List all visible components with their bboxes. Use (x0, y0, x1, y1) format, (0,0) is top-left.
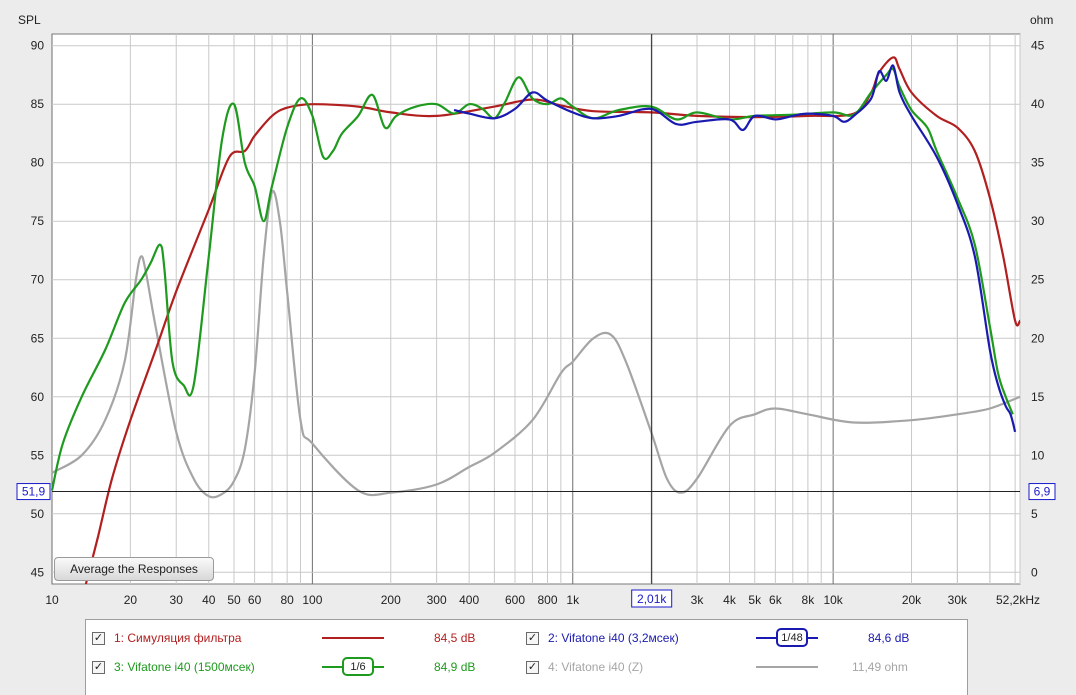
y-tick-label: 75 (31, 214, 45, 228)
series-3-checkbox[interactable]: ✓ (92, 660, 105, 674)
cursor-x-label-box (631, 589, 673, 608)
y-tick-label: 60 (31, 390, 45, 404)
x-tick-label: 30k (948, 593, 968, 607)
x-tick-label: 200 (381, 593, 401, 607)
series-1-checkbox[interactable]: ✓ (92, 631, 105, 645)
y2-tick-label: 15 (1031, 390, 1045, 404)
x-tick-label: 52,2kHz (996, 593, 1040, 607)
series-1-value: 84,5 dB (434, 631, 476, 645)
plot-background (51, 33, 1021, 585)
x-tick-label: 6k (769, 593, 783, 607)
y2-tick-label: 10 (1031, 448, 1045, 462)
y-tick-label: 85 (31, 97, 45, 111)
grid (51, 34, 1021, 584)
x-tick-label: 10 (45, 593, 59, 607)
cursor-y2-label: 6,9 (1034, 485, 1051, 499)
x-tick-label: 30 (170, 593, 184, 607)
series-line-4 (51, 189, 1021, 499)
series-4-checkbox[interactable]: ✓ (526, 660, 539, 674)
legend-item-s4: ✓ 4: Vifatone i40 (Z) (526, 657, 643, 677)
axes: 4550556065707580859005101520253035404510… (18, 13, 1053, 607)
series-3-smoothing[interactable]: 1/6 (342, 657, 374, 676)
x-tick-label: 3k (691, 593, 705, 607)
frequency-response-chart[interactable]: 4550556065707580859005101520253035404510… (0, 0, 1076, 615)
x-tick-label: 80 (280, 593, 294, 607)
y-tick-label: 55 (31, 448, 45, 462)
y2-tick-label: 40 (1031, 97, 1045, 111)
y-tick-label: 70 (31, 273, 45, 287)
legend-item-s3: ✓ 3: Vifatone i40 (1500мсек) (92, 657, 255, 677)
y-tick-label: 45 (31, 565, 45, 579)
y2-tick-label: 5 (1031, 507, 1038, 521)
series-3-name[interactable]: 3: Vifatone i40 (1500мсек) (114, 660, 255, 674)
cursor[interactable]: 2,01k 51,9 6,9 (16, 34, 1056, 608)
legend-panel: ✓ 1: Симуляция фильтра 84,5 dB ✓ 2: Vifa… (85, 619, 968, 695)
y-axis-title: SPL (18, 13, 41, 27)
x-tick-label: 60 (248, 593, 262, 607)
x-tick-label: 4k (723, 593, 737, 607)
y2-tick-label: 30 (1031, 214, 1045, 228)
x-tick-label: 800 (538, 593, 558, 607)
series-3-value: 84,9 dB (434, 660, 476, 674)
legend-item-s1: ✓ 1: Симуляция фильтра (92, 628, 241, 648)
cursor-y-label: 51,9 (22, 485, 46, 499)
series-1-line-sample (322, 637, 384, 639)
series-4-line-sample (756, 666, 818, 668)
y-tick-label: 50 (31, 507, 45, 521)
average-responses-button[interactable]: Average the Responses (54, 557, 214, 581)
legend-item-s2: ✓ 2: Vifatone i40 (3,2мсек) (526, 628, 679, 648)
y-tick-label: 90 (31, 39, 45, 53)
x-tick-label: 1k (566, 593, 580, 607)
x-tick-label: 400 (459, 593, 479, 607)
series-3-line-sample: 1/6 (322, 657, 384, 676)
series-2-line-sample: 1/48 (756, 628, 818, 647)
series-2-smoothing[interactable]: 1/48 (776, 628, 808, 647)
x-tick-label: 8k (802, 593, 816, 607)
y2-tick-label: 45 (1031, 39, 1045, 53)
series-2-checkbox[interactable]: ✓ (526, 631, 539, 645)
cursor-x-label: 2,01k (637, 592, 667, 606)
x-tick-label: 100 (302, 593, 322, 607)
y2-tick-label: 25 (1031, 273, 1045, 287)
x-tick-label: 300 (427, 593, 447, 607)
y-tick-label: 80 (31, 156, 45, 170)
x-tick-label: 20k (902, 593, 922, 607)
x-tick-label: 600 (505, 593, 525, 607)
x-tick-label: 10k (823, 593, 843, 607)
series-1-name[interactable]: 1: Симуляция фильтра (114, 631, 242, 645)
y2-tick-label: 0 (1031, 565, 1038, 579)
series-2-value: 84,6 dB (868, 631, 910, 645)
series-4-value: 11,49 ohm (852, 660, 908, 674)
y-tick-label: 65 (31, 331, 45, 345)
x-tick-label: 40 (202, 593, 216, 607)
cursor-y-label-box (16, 483, 51, 501)
series-2-name[interactable]: 2: Vifatone i40 (3,2мсек) (548, 631, 679, 645)
y2-tick-label: 35 (1031, 156, 1045, 170)
series-layer (50, 56, 1022, 585)
series-line-3 (453, 64, 1017, 433)
x-tick-label: 20 (124, 593, 138, 607)
x-tick-label: 50 (227, 593, 241, 607)
series-4-name[interactable]: 4: Vifatone i40 (Z) (548, 660, 644, 674)
series-line-1 (84, 56, 1022, 585)
cursor-y2-label-box (1028, 483, 1056, 501)
y2-tick-label: 20 (1031, 331, 1045, 345)
y2-axis-title: ohm (1030, 13, 1053, 27)
x-tick-label: 5k (748, 593, 762, 607)
